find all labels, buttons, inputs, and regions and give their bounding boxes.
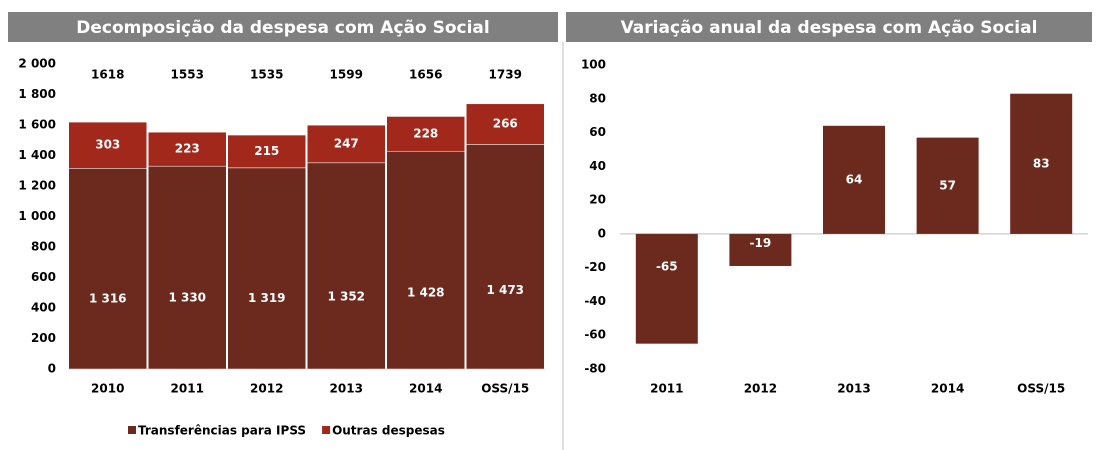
bar-segment: [386, 150, 465, 370]
value-label: 64: [846, 172, 863, 186]
total-label: 1656: [409, 68, 442, 82]
total-label: 1618: [91, 68, 124, 82]
value-label: 247: [334, 136, 359, 150]
value-label: 1 316: [89, 291, 127, 305]
y-tick-label: 100: [581, 58, 606, 72]
value-label: -19: [750, 236, 772, 250]
bar-segment: [307, 162, 386, 370]
bar: [823, 125, 885, 234]
bar-segment: [68, 121, 147, 169]
y-tick-label: 1 600: [18, 118, 56, 132]
value-label: 1 319: [248, 291, 286, 305]
x-tick-label: 2013: [330, 382, 363, 396]
value-label: -65: [656, 259, 678, 273]
value-label: 1 473: [486, 283, 524, 297]
x-tick-label: 2013: [837, 382, 870, 396]
y-tick-label: 40: [589, 159, 606, 173]
y-tick-label: 80: [589, 91, 606, 105]
bar-segment: [148, 165, 227, 370]
x-tick-label: 2011: [650, 382, 683, 396]
value-label: 83: [1033, 156, 1050, 170]
y-tick-label: 1 800: [18, 87, 56, 101]
x-tick-label: 2010: [91, 382, 124, 396]
x-tick-label: 2012: [744, 382, 777, 396]
bar-segment: [386, 116, 465, 152]
y-tick-label: 20: [589, 193, 606, 207]
chart-title: Variação anual da despesa com Ação Socia…: [621, 18, 1038, 38]
value-label: 57: [939, 178, 956, 192]
x-tick-label: 2014: [931, 382, 964, 396]
y-tick-label: -80: [584, 362, 606, 376]
y-tick-label: 0: [598, 226, 606, 240]
header-bar: [566, 12, 1092, 42]
y-tick-label: 1 200: [18, 179, 56, 193]
bar: [916, 137, 979, 234]
value-label: 303: [95, 138, 120, 152]
total-label: 1553: [171, 68, 204, 82]
bar: [1010, 93, 1073, 234]
legend-swatch: [128, 426, 136, 434]
y-tick-label: 600: [31, 270, 56, 284]
bar-segment: [466, 144, 545, 370]
value-label: 215: [254, 144, 279, 158]
x-tick-label: 2012: [250, 382, 283, 396]
header-bar: [8, 12, 558, 42]
x-tick-label: 2014: [409, 382, 442, 396]
value-label: 228: [413, 126, 438, 140]
total-label: 1599: [330, 68, 363, 82]
y-tick-label: 60: [589, 125, 606, 139]
x-tick-label: OSS/15: [1017, 382, 1065, 396]
bar-segment: [466, 103, 545, 145]
y-tick-label: -60: [584, 328, 606, 342]
value-label: 266: [493, 117, 518, 131]
chart-title: Decomposição da despesa com Ação Social: [76, 18, 489, 38]
value-label: 1 428: [407, 285, 445, 299]
y-tick-label: -20: [584, 260, 606, 274]
bar: [729, 233, 792, 266]
bar-segment: [148, 131, 227, 167]
y-tick-label: 400: [31, 301, 56, 315]
y-tick-label: -40: [584, 294, 606, 308]
value-label: 1 330: [168, 291, 206, 305]
y-tick-label: 2 000: [18, 57, 56, 71]
y-tick-label: 1 400: [18, 148, 56, 162]
x-tick-label: 2011: [171, 382, 204, 396]
total-label: 1535: [250, 68, 283, 82]
bar: [635, 233, 698, 344]
bar-segment: [68, 168, 147, 370]
bar-segment: [227, 167, 306, 370]
value-label: 1 352: [327, 289, 365, 303]
y-tick-label: 0: [48, 362, 56, 376]
y-tick-label: 800: [31, 240, 56, 254]
total-label: 1739: [489, 68, 522, 82]
legend-swatch: [322, 426, 331, 434]
legend-label: Outras despesas: [332, 424, 445, 438]
bar-segment: [307, 124, 386, 164]
bar-segment: [227, 134, 306, 169]
y-tick-label: 200: [31, 331, 56, 345]
legend-label: Transferências para IPSS: [138, 424, 306, 438]
y-tick-label: 1 000: [18, 209, 56, 223]
x-tick-label: OSS/15: [481, 382, 529, 396]
value-label: 223: [175, 142, 200, 156]
